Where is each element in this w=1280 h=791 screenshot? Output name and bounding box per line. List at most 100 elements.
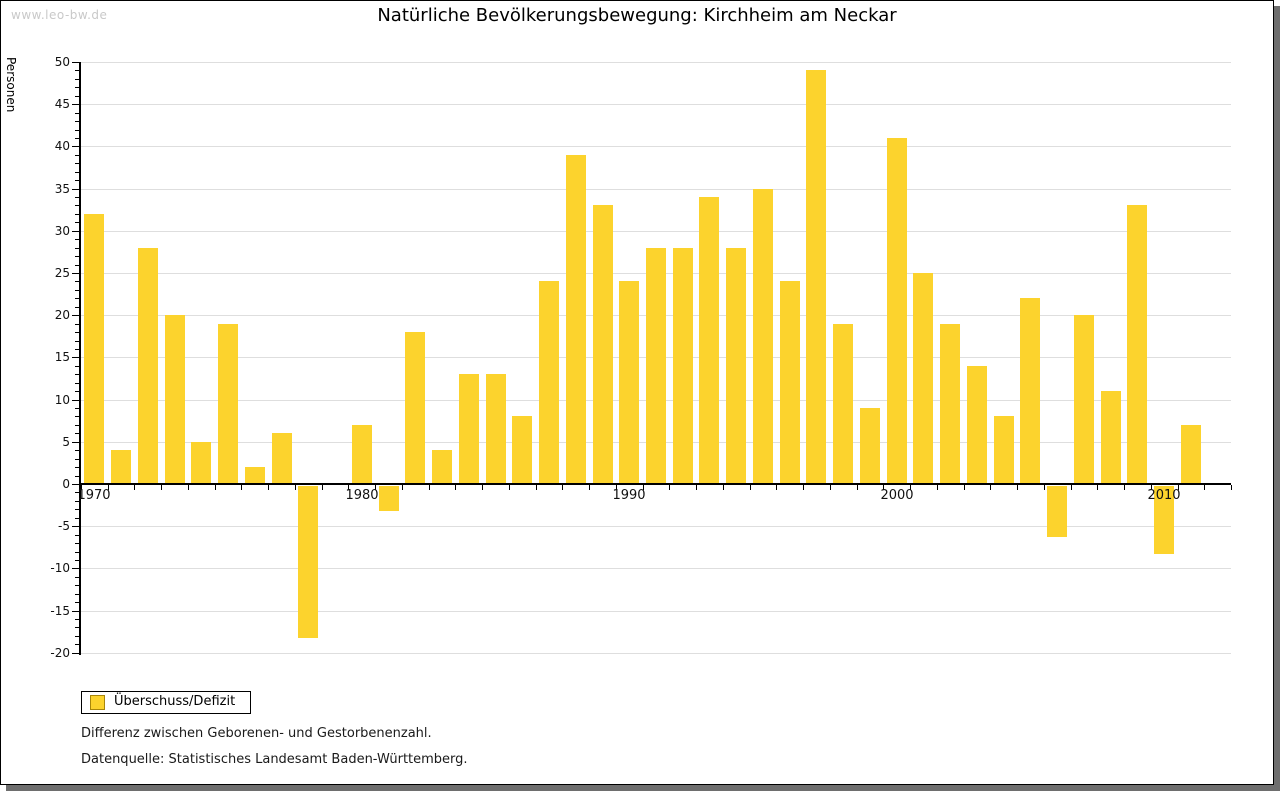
y-axis-tick-label-30: 30 [54, 224, 70, 238]
bar-2010 [1154, 486, 1174, 554]
note-difference: Differenz zwischen Geborenen- und Gestor… [81, 726, 432, 741]
bar-2005 [1020, 298, 1040, 484]
y-minor-tick-1 [75, 476, 79, 477]
x-tick-18 [562, 485, 563, 490]
y-minor-tick-46 [75, 96, 79, 97]
bar-2007 [1074, 315, 1094, 484]
x-tick-7 [268, 485, 269, 490]
x-axis-tick-label-2010: 2010 [1147, 488, 1181, 503]
x-tick-8 [295, 485, 296, 490]
y-minor-tick-41 [75, 138, 79, 139]
y-major-tick-50 [72, 62, 79, 63]
y-axis-tick-label-10: 10 [54, 393, 70, 407]
x-tick-37 [1071, 485, 1072, 490]
y-axis-tick-label--5: -5 [58, 519, 70, 533]
y-minor-tick-22 [75, 298, 79, 299]
y-minor-tick--1 [75, 492, 79, 493]
y-minor-tick-38 [75, 163, 79, 164]
bar-2002 [940, 324, 960, 484]
x-tick-40 [1151, 485, 1152, 490]
y-minor-tick-34 [75, 197, 79, 198]
y-major-tick-20 [72, 315, 79, 316]
y-minor-tick--17 [75, 627, 79, 628]
y-minor-tick--3 [75, 509, 79, 510]
bar-1988 [566, 155, 586, 484]
y-axis-line [79, 62, 81, 655]
y-minor-tick-6 [75, 433, 79, 434]
bar-1983 [432, 450, 452, 484]
x-tick-36 [1044, 485, 1045, 490]
x-tick-24 [723, 485, 724, 490]
y-axis-title: Personen [4, 57, 18, 113]
gridline-45 [81, 104, 1231, 105]
x-tick-16 [509, 485, 510, 490]
bar-2001 [913, 273, 933, 484]
y-major-tick--20 [72, 653, 79, 654]
y-minor-tick--13 [75, 594, 79, 595]
gridline--5 [81, 526, 1231, 527]
x-tick-10 [348, 485, 349, 490]
y-minor-tick-8 [75, 416, 79, 417]
y-minor-tick-23 [75, 290, 79, 291]
y-minor-tick-26 [75, 265, 79, 266]
y-minor-tick-37 [75, 172, 79, 173]
y-axis-tick-label--15: -15 [50, 604, 70, 618]
bar-1990 [619, 281, 639, 484]
y-minor-tick-7 [75, 425, 79, 426]
gridline-30 [81, 231, 1231, 232]
bar-2004 [994, 416, 1014, 484]
y-minor-tick-14 [75, 366, 79, 367]
y-minor-tick-28 [75, 248, 79, 249]
bar-1978 [298, 486, 318, 638]
y-minor-tick-31 [75, 222, 79, 223]
x-tick-23 [696, 485, 697, 490]
y-minor-tick-47 [75, 87, 79, 88]
x-axis-tick-label-2000: 2000 [880, 488, 914, 503]
y-minor-tick-12 [75, 383, 79, 384]
legend-swatch-icon [90, 695, 105, 710]
x-tick-30 [883, 485, 884, 490]
bar-1981 [379, 486, 399, 511]
x-tick-28 [830, 485, 831, 490]
bar-2009 [1127, 205, 1147, 484]
y-minor-tick-33 [75, 205, 79, 206]
bar-1970 [84, 214, 104, 484]
y-major-tick--5 [72, 526, 79, 527]
bar-1996 [780, 281, 800, 484]
y-minor-tick-18 [75, 332, 79, 333]
watermark-leo-bw: www.leo-bw.de [11, 8, 108, 22]
x-tick-25 [750, 485, 751, 490]
bar-1999 [860, 408, 880, 484]
x-tick-38 [1097, 485, 1098, 490]
y-minor-tick--2 [75, 501, 79, 502]
x-tick-2 [134, 485, 135, 490]
y-axis-tick-label-20: 20 [54, 308, 70, 322]
bar-1980 [352, 425, 372, 484]
x-tick-43 [1231, 485, 1232, 490]
y-minor-tick--16 [75, 619, 79, 620]
bar-2003 [967, 366, 987, 484]
x-tick-20 [616, 485, 617, 490]
y-axis-tick-label-25: 25 [54, 266, 70, 280]
bar-1982 [405, 332, 425, 484]
y-minor-tick-44 [75, 113, 79, 114]
x-tick-26 [776, 485, 777, 490]
y-minor-tick-16 [75, 349, 79, 350]
y-major-tick--10 [72, 568, 79, 569]
x-tick-39 [1124, 485, 1125, 490]
bar-1992 [673, 248, 693, 484]
y-minor-tick-3 [75, 459, 79, 460]
bar-1991 [646, 248, 666, 484]
y-axis-tick-label-5: 5 [62, 435, 70, 449]
bar-2008 [1101, 391, 1121, 484]
bar-2006 [1047, 486, 1067, 537]
y-minor-tick-42 [75, 130, 79, 131]
y-minor-tick--7 [75, 543, 79, 544]
bar-1997 [806, 70, 826, 484]
y-minor-tick--19 [75, 644, 79, 645]
y-minor-tick-48 [75, 79, 79, 80]
gridline--15 [81, 611, 1231, 612]
y-minor-tick--4 [75, 518, 79, 519]
x-tick-4 [188, 485, 189, 490]
